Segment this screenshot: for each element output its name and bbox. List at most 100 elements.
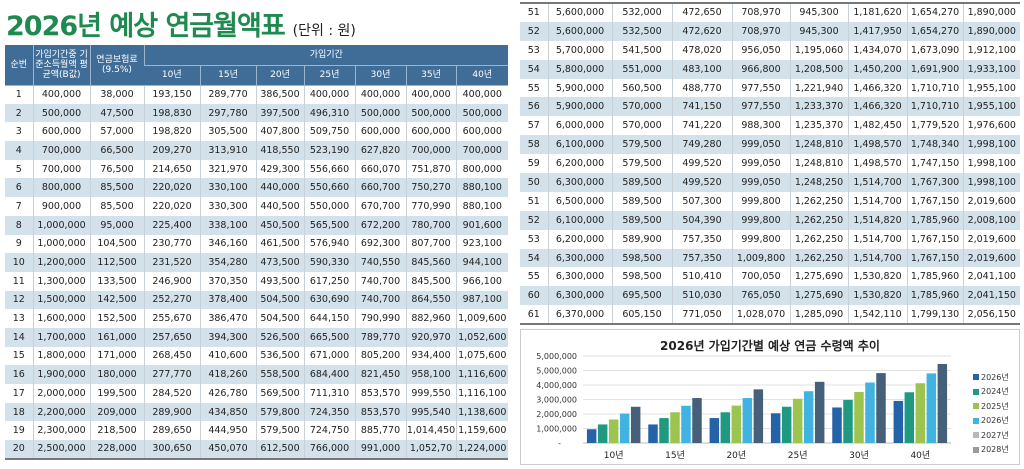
table-cell: 209,270: [143, 141, 200, 160]
table-cell: 161,000: [89, 327, 144, 347]
x-tick-label: 40년: [910, 450, 930, 461]
bar: [803, 391, 814, 443]
y-tick-label: -: [558, 439, 561, 448]
table-cell: 1,900,000: [32, 365, 90, 384]
table-row: 6 800,000 85,500 220,020 330,100 440,000 550,6…: [5, 178, 509, 198]
table-cell: 18: [12, 406, 25, 418]
table-cell: 630,690: [303, 290, 355, 310]
table-cell: 5,900,000: [547, 97, 612, 117]
table-cell: 740,700: [354, 290, 406, 310]
table-cell: 1,224,000: [455, 440, 509, 459]
legend-label: 2025년: [981, 401, 1009, 411]
table-cell: 966,800: [731, 59, 790, 79]
table-cell: 999,050: [731, 173, 790, 192]
bar: [681, 405, 691, 443]
table-cell: 1,300,000: [32, 271, 90, 291]
table-cell: 1,466,320: [847, 78, 907, 98]
table-cell: 991,000: [354, 440, 406, 459]
x-tick-label: 20년: [726, 450, 746, 461]
table-cell: 20: [12, 443, 25, 455]
table-cell: 58: [527, 139, 540, 151]
table-cell: 400,000: [405, 85, 456, 104]
table-cell: 346,160: [199, 234, 256, 254]
table-cell: 5,600,000: [547, 21, 612, 41]
table-cell: 999,800: [731, 229, 790, 249]
table-cell: 550,660: [303, 178, 355, 198]
table-cell: 1,116,600: [455, 365, 509, 384]
table-cell: 700,000: [32, 159, 90, 179]
table-cell: 1,700,000: [32, 327, 90, 347]
table-cell: 95,000: [89, 215, 144, 235]
table-cell: 57,000: [89, 122, 144, 142]
legend-label: 2024년: [981, 387, 1009, 397]
header-premium: 연금보험료 (9.5%): [89, 45, 144, 86]
table-cell: 556,660: [303, 159, 355, 179]
table-cell: 330,300: [199, 197, 256, 216]
table-cell: 751,870: [405, 159, 456, 179]
table-cell: 920,970: [405, 327, 456, 347]
table-cell: 1,482,450: [847, 116, 907, 136]
table-cell: 570,000: [611, 97, 672, 117]
table-cell: 750,270: [405, 178, 456, 198]
table-cell: 17: [12, 387, 25, 399]
table-cell: 2: [15, 107, 22, 119]
table-cell: 3: [15, 126, 22, 138]
table-cell: 1,285,090: [789, 305, 848, 325]
table-row: 60 6,300,000 695,500 510,030 765,050 1,275,69…: [520, 286, 1020, 306]
table-cell: 579,800: [255, 402, 304, 422]
page-title: 2026년 예상 연금월액표 (단위 : 원): [6, 4, 356, 43]
table-cell: 499,520: [671, 154, 732, 174]
table-cell: 882,960: [405, 309, 456, 328]
bar: [854, 391, 864, 443]
table-row: 52 5,600,000 532,500 472,620 708,970 945,300 1…: [520, 21, 1020, 41]
table-cell: 885,770: [354, 421, 406, 441]
table-cell: 576,940: [303, 234, 355, 254]
table-row: 55 6,300,000 598,500 510,410 700,050 1,275,69…: [520, 267, 1020, 287]
bar: [586, 429, 597, 443]
table-cell: 551,000: [611, 59, 672, 79]
table-cell: 277,770: [143, 365, 200, 384]
table-cell: 6,300,000: [547, 267, 612, 287]
table-cell: 199,500: [89, 384, 144, 403]
table-cell: 523,190: [303, 141, 355, 160]
table-cell: 724,750: [303, 421, 355, 441]
table-cell: 1,138,600: [455, 402, 509, 422]
table-cell: 142,500: [89, 290, 144, 310]
table-cell: 1,275,690: [789, 267, 848, 287]
table-cell: 214,650: [143, 159, 200, 179]
table-cell: 605,150: [611, 305, 672, 325]
table-cell: 19: [12, 425, 25, 437]
bar: [597, 424, 608, 443]
table-cell: 1,800,000: [32, 346, 90, 366]
table-cell: 1,075,600: [455, 346, 509, 366]
table-cell: 440,500: [255, 197, 304, 216]
table-cell: 600,000: [455, 122, 509, 142]
table-cell: 1,028,070: [731, 305, 790, 325]
table-cell: 617,250: [303, 271, 355, 291]
table-cell: 1,262,250: [789, 229, 848, 249]
table-cell: 370,350: [199, 271, 256, 291]
header-period: 35년: [405, 65, 456, 86]
table-cell: 1,514,700: [847, 173, 907, 192]
table-row: 11 1,300,000 133,500 246,900 370,350 493,500 6…: [5, 271, 509, 291]
table-cell: 6,100,000: [547, 210, 612, 230]
table-cell: 724,350: [303, 402, 355, 422]
table-cell: 1,976,600: [962, 116, 1020, 136]
table-cell: 864,550: [405, 290, 456, 310]
table-cell: 500,000: [455, 103, 509, 123]
legend-label: 2028년: [981, 445, 1009, 455]
table-cell: 257,650: [143, 327, 200, 347]
chart-svg: - 1,000,000 2,000,000 3,000,000 4,000,000 5,0…: [536, 352, 951, 461]
bar: [670, 412, 680, 443]
table-cell: 11: [12, 275, 25, 287]
table-cell: 1,159,600: [455, 421, 509, 441]
table-cell: 526,500: [255, 327, 304, 347]
table-cell: 1,600,000: [32, 309, 90, 328]
table-cell: 504,500: [255, 309, 304, 328]
table-cell: 51: [527, 195, 540, 207]
table-cell: 60: [527, 290, 540, 302]
table-cell: 1,748,340: [906, 135, 963, 155]
bar: [742, 398, 753, 443]
bar: [937, 363, 948, 443]
table-cell: 410,600: [199, 346, 256, 366]
